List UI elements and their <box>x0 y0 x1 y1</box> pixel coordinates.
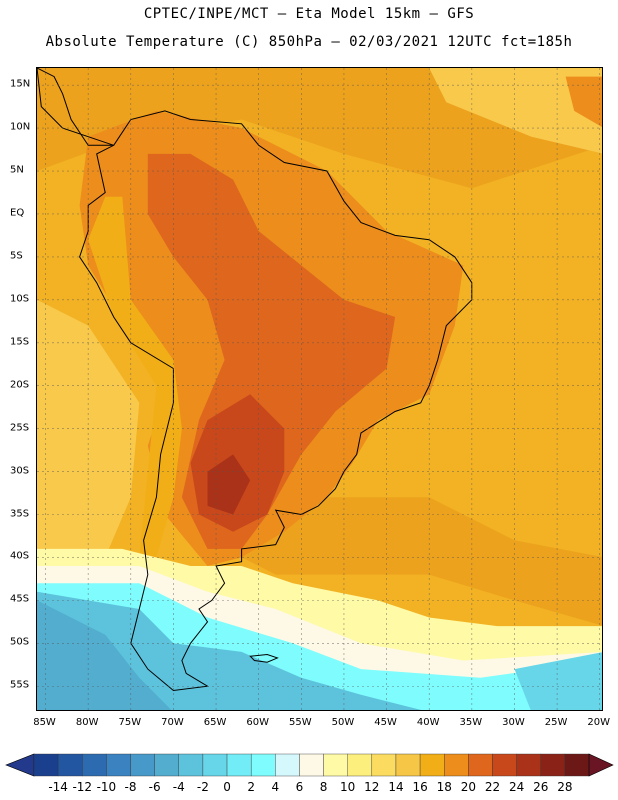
temperature-band-neg4-neg2 <box>37 600 172 710</box>
latitude-label: 30S <box>10 465 30 477</box>
colorbar-tick-label: -2 <box>196 780 209 794</box>
colorbar-swatch <box>299 753 324 777</box>
colorbar-swatch <box>57 753 83 777</box>
longitude-label: 50W <box>331 717 355 728</box>
longitude-label: 25W <box>544 717 568 728</box>
colorbar-high-arrow <box>588 753 614 777</box>
andes-cooler-strip <box>88 196 182 558</box>
latitude-label: 20S <box>10 379 30 391</box>
colorbar-tick-label: 0 <box>223 780 231 794</box>
longitude-label: 35W <box>459 717 483 728</box>
colorbar-tick-label: 22 <box>484 780 501 794</box>
latitude-label: 40S <box>10 550 30 562</box>
colorbar-swatch <box>347 753 373 777</box>
colorbar-tick-label: -6 <box>148 780 161 794</box>
latitude-label: 5N <box>10 164 24 176</box>
colorbar-tick-label: -10 <box>96 780 117 794</box>
colorbar-tick-label: 18 <box>436 780 452 794</box>
longitude-label: 70W <box>161 717 184 728</box>
latitude-label: 15N <box>10 78 31 90</box>
longitude-label: 45W <box>374 717 397 728</box>
colorbar-tick-label: 14 <box>388 780 404 794</box>
colorbar-tick-label: 2 <box>247 780 255 794</box>
temperature-band-26-28 <box>207 454 251 515</box>
colorbar-swatch <box>82 753 107 777</box>
falkland-islands <box>249 653 279 663</box>
colorbar-tick-label: 8 <box>319 780 328 794</box>
colorbar-tick-label: 4 <box>271 780 280 794</box>
longitude-label: 65W <box>203 717 227 728</box>
colorbar-swatch <box>516 753 541 777</box>
latitude-label: 10S <box>10 293 30 305</box>
colorbar-swatch <box>33 753 59 777</box>
south-america-coastline <box>79 110 473 692</box>
colorbar-swatch <box>444 753 469 777</box>
colorbar-tick-label: -12 <box>72 780 93 794</box>
colorbar-tick-label: 16 <box>412 780 428 794</box>
latitude-label: 50S <box>10 636 30 648</box>
colorbar-swatch <box>419 753 445 777</box>
colorbar-swatch <box>564 753 590 777</box>
colorbar-tick-label: -8 <box>124 780 137 794</box>
colorbar-swatch <box>395 753 421 777</box>
chart-subtitle: Absolute Temperature (C) 850hPa – 02/03/… <box>45 34 573 50</box>
longitude-label: 80W <box>75 717 99 728</box>
latitude-label: 25S <box>10 422 30 434</box>
colorbar-tick-label: 20 <box>460 780 476 794</box>
colorbar <box>5 753 614 777</box>
temperature-band-0-2-east <box>514 652 602 710</box>
longitude-label: 55W <box>289 717 312 728</box>
colorbar-swatch <box>202 753 228 777</box>
latitude-label: 10N <box>10 121 31 133</box>
longitude-label: 60W <box>246 717 269 728</box>
longitude-label: 85W <box>33 717 56 728</box>
temperature-band-20-22-northeast <box>565 76 602 127</box>
temperature-map <box>37 68 602 710</box>
latitude-label: 5S <box>10 250 23 262</box>
map-panel <box>36 67 603 711</box>
latitude-label: 15S <box>10 336 30 348</box>
colorbar-swatch <box>371 753 397 777</box>
colorbar-tick-label: -14 <box>48 780 68 794</box>
latitude-label: EQ <box>10 207 25 219</box>
colorbar-swatch <box>250 753 276 777</box>
colorbar-swatch <box>106 753 131 777</box>
longitude-label: 30W <box>502 717 525 728</box>
colorbar-tick-label: 26 <box>533 780 549 794</box>
colorbar-tick-label: 6 <box>295 780 304 794</box>
colorbar-swatch <box>226 753 252 777</box>
latitude-label: 55S <box>10 679 30 691</box>
temperature-band-14-16-northeast <box>429 68 602 154</box>
latitude-label: 35S <box>10 508 30 519</box>
latitude-label: 45S <box>10 593 30 605</box>
longitude-label: 20W <box>587 717 611 728</box>
colorbar-tick-label: -4 <box>172 780 185 794</box>
colorbar-tick-label: 24 <box>508 780 525 794</box>
colorbar-swatch <box>154 753 179 777</box>
longitude-label: 75W <box>118 717 142 728</box>
central-america-coastline <box>37 68 114 146</box>
colorbar-swatch <box>323 753 348 777</box>
colorbar-swatch <box>130 753 155 777</box>
colorbar-swatch <box>275 753 300 777</box>
longitude-label: 40W <box>416 717 440 728</box>
colorbar-tick-label: 10 <box>340 780 356 794</box>
chart-title: CPTEC/INPE/MCT – Eta Model 15km – GFS <box>143 6 475 22</box>
colorbar-low-arrow <box>5 753 35 777</box>
colorbar-tick-label: 28 <box>557 780 573 794</box>
colorbar-tick-label: 12 <box>364 780 380 794</box>
colorbar-swatch <box>178 753 204 777</box>
atlantic-warm-tongue <box>241 497 602 626</box>
colorbar-swatch <box>492 753 517 777</box>
colorbar-swatch <box>540 753 566 777</box>
colorbar-swatch <box>468 753 493 777</box>
